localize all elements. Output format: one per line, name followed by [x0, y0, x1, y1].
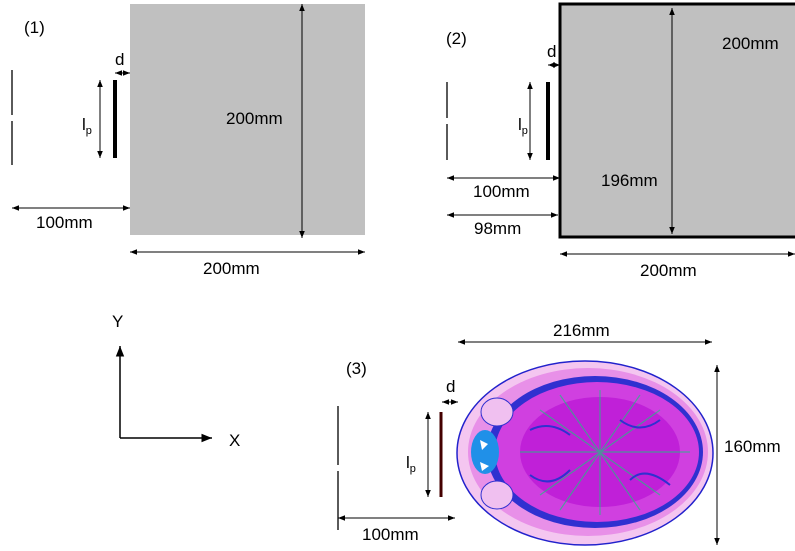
d-label: d	[115, 50, 124, 69]
panel-3: (3) 216mm 160mm d lp 100mm	[338, 321, 781, 545]
label-part: p	[410, 463, 416, 475]
panel-label: (2)	[446, 29, 467, 48]
lp-label: lp	[406, 453, 416, 475]
dim-label: 200mm	[226, 109, 283, 128]
y-label: Y	[112, 312, 123, 331]
figure: (1) d lp 200mm 100mm 200mm (2) d 200mm l…	[0, 0, 795, 551]
dim-label: 100mm	[362, 525, 419, 544]
dim-label: 200mm	[640, 261, 697, 280]
axes: Y X	[112, 312, 240, 450]
panel-2: (2) d 200mm lp 100mm 196mm 98mm 200mm	[446, 4, 795, 280]
d-label: d	[446, 377, 455, 396]
dim-label: 100mm	[36, 213, 93, 232]
dim-label: 196mm	[601, 171, 658, 190]
d-label: d	[547, 42, 556, 61]
label-part: p	[86, 125, 92, 137]
dim-label: 160mm	[724, 437, 781, 456]
dim-label: 200mm	[203, 259, 260, 278]
dim-label: 98mm	[474, 219, 521, 238]
head-image	[457, 361, 713, 545]
lp-label: lp	[518, 115, 528, 137]
panel-label: (1)	[24, 18, 45, 37]
label-part: p	[522, 125, 528, 137]
panel-1: (1) d lp 200mm 100mm 200mm	[12, 4, 365, 278]
dim-label: 200mm	[722, 34, 779, 53]
dim-label: 100mm	[473, 182, 530, 201]
x-label: X	[229, 431, 240, 450]
panel-label: (3)	[346, 359, 367, 378]
lp-label: lp	[82, 115, 92, 137]
dim-label: 216mm	[553, 321, 610, 340]
